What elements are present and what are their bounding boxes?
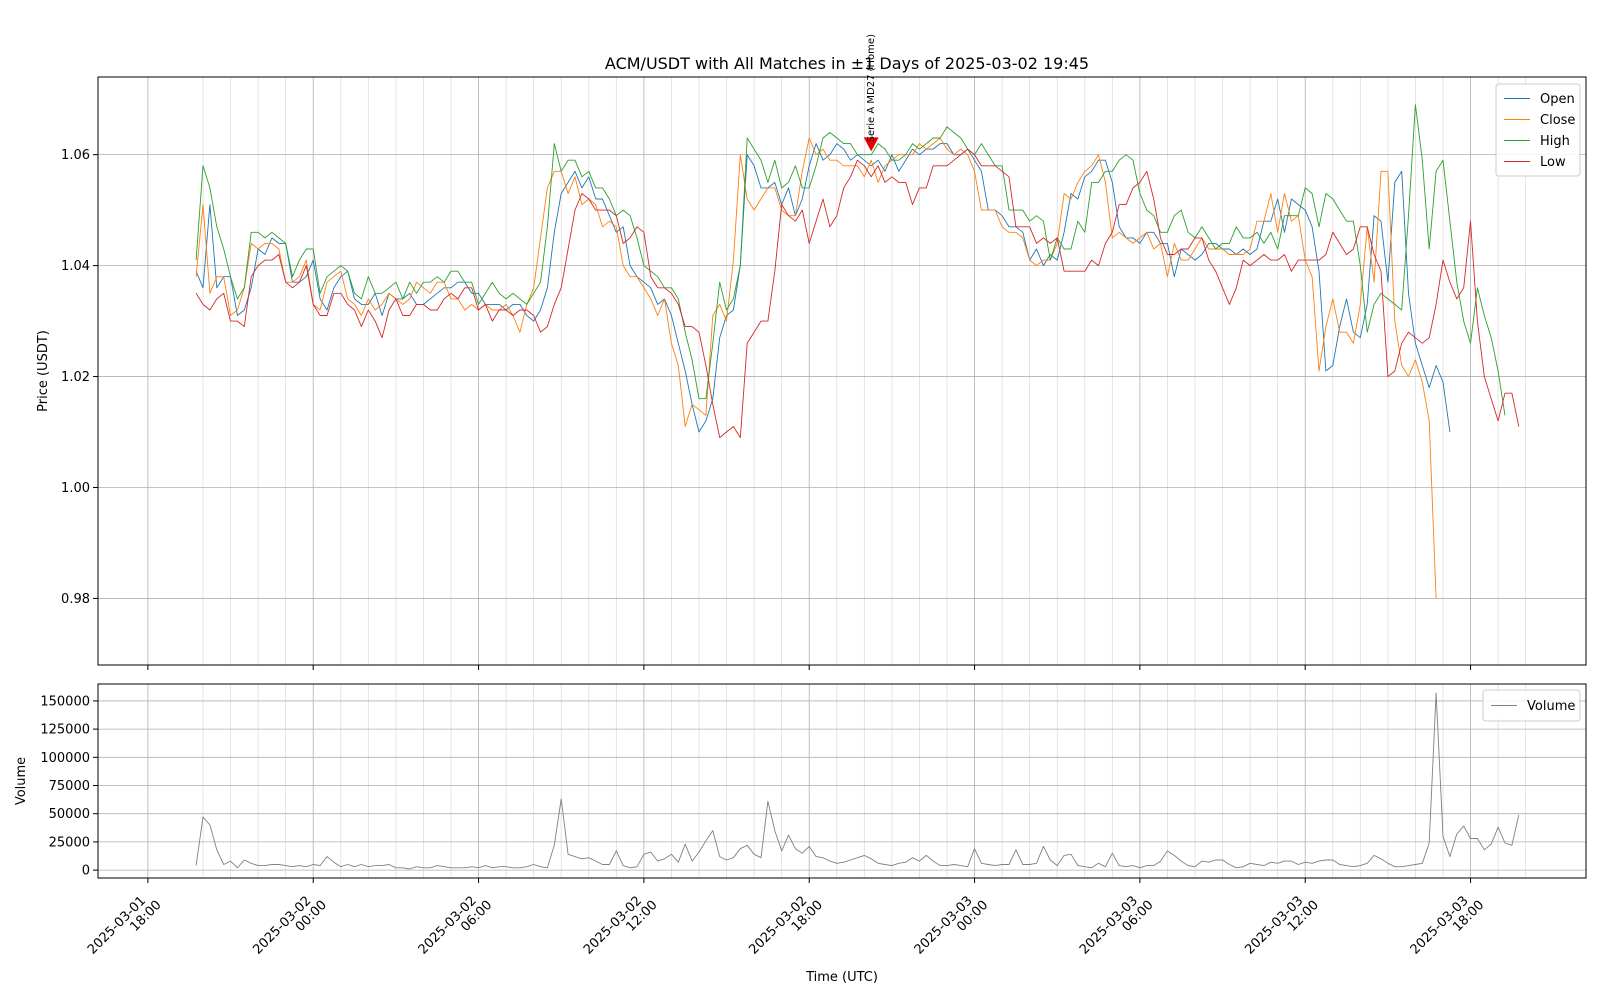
legend-label-high: High	[1540, 134, 1570, 149]
price-y-ticks: 0.98 1.00 1.02 1.04 1.06	[61, 148, 98, 607]
price-y-tick-label: 1.00	[61, 481, 90, 496]
price-series-lines	[195, 104, 1520, 599]
price-x-ticks	[147, 665, 1472, 670]
legend-label-low: Low	[1540, 155, 1566, 170]
price-y-tick-label: 1.06	[61, 148, 90, 163]
legend-label-close: Close	[1540, 113, 1575, 128]
event-annotation: Serie A MD27 (Home)	[863, 34, 879, 152]
series-volume-line	[195, 692, 1520, 870]
volume-major-gridlines	[98, 684, 1586, 878]
price-plot-area	[98, 77, 1586, 665]
volume-y-tick-label: 150000	[40, 694, 90, 709]
volume-y-tick-label: 75000	[49, 779, 90, 794]
price-y-axis-label: Price (USDT)	[36, 330, 51, 412]
legend-box	[1495, 83, 1581, 177]
volume-y-tick-label: 0	[82, 864, 90, 879]
volume-series-line	[195, 692, 1520, 870]
chart-title: ACM/USDT with All Matches in ±1 Days of …	[605, 54, 1089, 73]
volume-y-tick-label: 25000	[49, 835, 90, 850]
price-legend: Open Close High Low	[1495, 83, 1581, 177]
volume-legend: Volume	[1482, 689, 1581, 722]
event-marker-triangle	[863, 137, 879, 152]
volume-y-ticks: 0 25000 50000 75000 100000 125000 150000	[40, 694, 98, 879]
series-low-line	[195, 148, 1520, 439]
volume-y-tick-label: 100000	[40, 751, 90, 766]
volume-plot-area	[98, 684, 1586, 878]
volume-hour-gridlines	[202, 684, 1527, 878]
x-axis-label: Time (UTC)	[805, 970, 878, 985]
price-y-tick-label: 1.02	[61, 370, 90, 385]
price-panel: Serie A MD27 (Home) 0.98 1.00 1.02 1.04 1.06…	[36, 34, 1587, 670]
series-close-line	[195, 137, 1437, 599]
volume-y-axis-label: Volume	[14, 757, 29, 805]
series-open-line	[195, 143, 1451, 433]
price-y-tick-label: 0.98	[61, 592, 90, 607]
price-y-tick-label: 1.04	[61, 259, 90, 274]
series-high-line	[195, 104, 1506, 416]
legend-box	[1482, 689, 1581, 722]
legend-label-volume: Volume	[1527, 699, 1575, 714]
volume-y-tick-label: 50000	[49, 807, 90, 822]
volume-axes-frame	[97, 683, 1587, 879]
price-hour-gridlines	[202, 77, 1527, 665]
price-major-gridlines	[98, 77, 1586, 665]
volume-y-tick-label: 125000	[40, 723, 90, 738]
price-axes-frame	[97, 76, 1587, 666]
legend-label-open: Open	[1540, 92, 1575, 107]
event-annotation-label: Serie A MD27 (Home)	[866, 34, 877, 142]
